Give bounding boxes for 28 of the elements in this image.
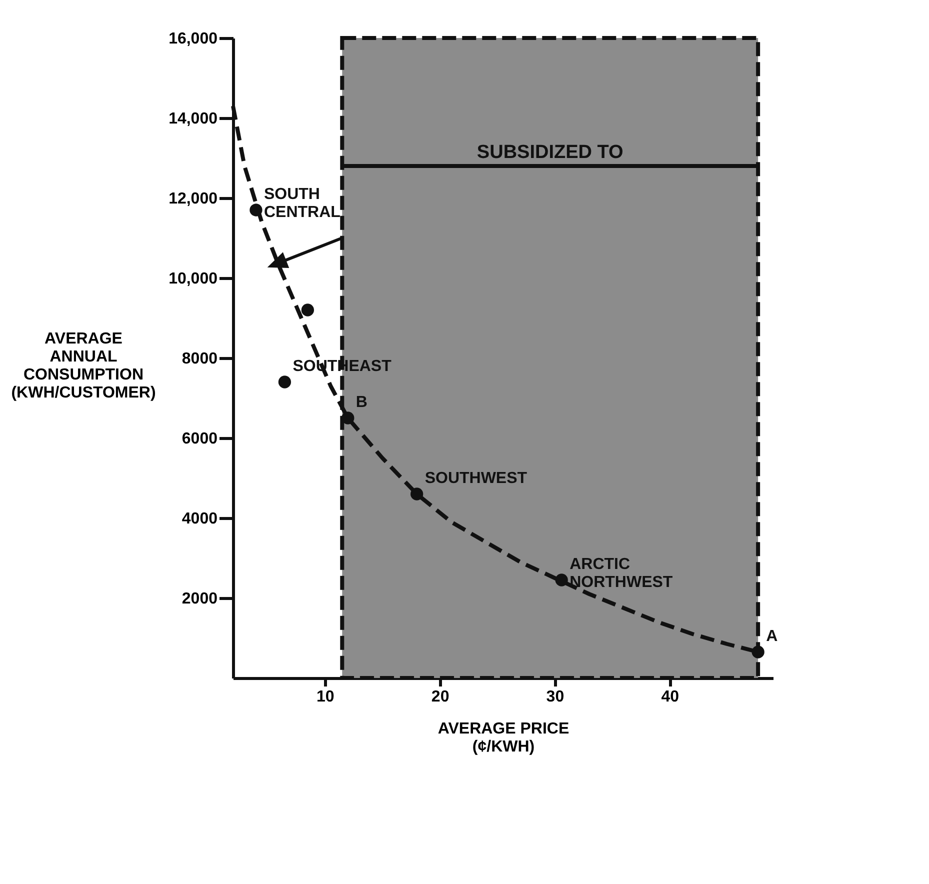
y-tick-label: 4000 [182, 510, 218, 528]
point [301, 304, 314, 316]
y-tick-label: 2000 [182, 590, 218, 608]
point [410, 488, 424, 500]
x-tick-label: 20 [431, 688, 450, 706]
y-tick-label: 16,000 [168, 30, 218, 48]
y-tick-label: 6000 [182, 430, 218, 448]
annotation: SOUTHEAST [292, 358, 392, 375]
point [752, 646, 764, 658]
x-axis-title: AVERAGE PRICE (¢/KWH) [438, 720, 570, 756]
ref-line-label: SUBSIDIZED TO [476, 142, 624, 163]
y-tick-label: 10,000 [168, 270, 218, 288]
point [250, 204, 262, 216]
annotation: SOUTHWEST [424, 470, 528, 487]
point [342, 412, 354, 424]
y-axis-title: AVERAGE ANNUAL CONSUMPTION (KWH/CUSTOMER) [11, 330, 156, 402]
annotation: B [356, 394, 368, 411]
annotation: SOUTH CENTRAL [264, 186, 341, 221]
x-tick-label: 40 [661, 688, 680, 706]
point [555, 574, 568, 586]
annotation: ARCTIC NORTHWEST [570, 556, 673, 591]
y-tick-label: 8000 [182, 350, 218, 368]
annotation: A [766, 628, 778, 645]
y-tick-label: 14,000 [168, 110, 218, 128]
point [278, 376, 292, 388]
x-tick-label: 10 [316, 688, 334, 706]
y-tick-label: 12,000 [168, 190, 218, 208]
x-tick-label: 30 [546, 688, 564, 706]
